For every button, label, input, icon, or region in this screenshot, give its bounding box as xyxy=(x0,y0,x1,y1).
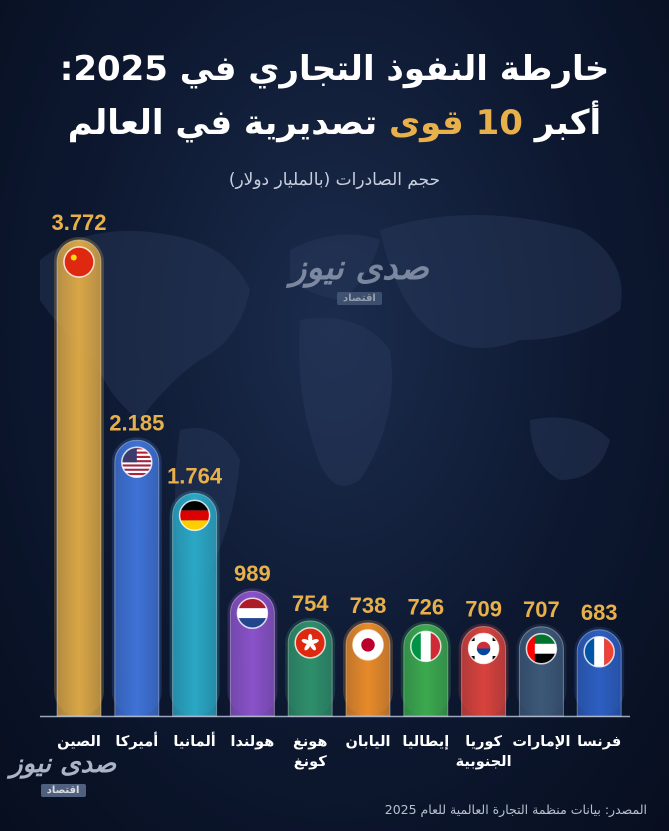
value-label: 1.764 xyxy=(167,463,223,488)
bar-group: 683 فرنسا xyxy=(574,600,625,750)
usa-flag-icon xyxy=(121,446,153,479)
watermark-logo: صدى نيوز اقتصاد xyxy=(290,250,429,305)
bar-group: 738 اليابان xyxy=(343,593,393,750)
bar xyxy=(172,492,218,717)
title-line-1: خارطة النفوذ التجاري في 2025: xyxy=(59,49,610,89)
value-label: 989 xyxy=(234,561,271,586)
value-label: 754 xyxy=(292,591,329,616)
bar-group: 707 الإمارات xyxy=(512,597,570,750)
category-label: هولندا xyxy=(230,734,274,750)
value-label: 683 xyxy=(581,600,618,625)
source-note: المصدر: بيانات منظمة التجارة العالمية لل… xyxy=(384,802,647,817)
watermark-text: صدى نيوز xyxy=(290,248,429,288)
bar-group: 1.764 ألمانيا xyxy=(167,463,223,750)
category-label: الجنوبية xyxy=(456,754,512,770)
value-label: 2.185 xyxy=(109,410,164,435)
category-label: ألمانيا xyxy=(173,732,215,750)
category-label: الإمارات xyxy=(512,734,570,750)
value-label: 3.772 xyxy=(51,210,106,235)
bar-group: 754 هونغ كونغ xyxy=(285,591,336,770)
category-label: اليابان xyxy=(345,734,390,750)
bar-group: 989 هولندا xyxy=(227,561,278,750)
italy-flag-icon xyxy=(410,630,442,663)
category-label: هونغ xyxy=(293,734,328,750)
chart-title: خارطة النفوذ التجاري في 2025: أكبر 10 قو… xyxy=(0,42,669,150)
uae-flag-icon xyxy=(525,633,558,665)
value-label: 709 xyxy=(465,597,502,622)
corner-logo: صدى نيوز اقتصاد xyxy=(10,750,116,797)
bar-group: 726 إيطاليا xyxy=(400,594,451,750)
south-korea-flag-icon xyxy=(467,632,500,665)
value-label: 738 xyxy=(350,593,387,618)
category-label: فرنسا xyxy=(577,734,621,750)
value-label: 707 xyxy=(523,597,560,622)
corner-logo-subtext: اقتصاد xyxy=(40,784,86,797)
title-line-2-highlight: 10 قوى xyxy=(388,103,523,143)
bar xyxy=(114,439,160,717)
hong-kong-flag-icon xyxy=(294,627,326,659)
category-label: إيطاليا xyxy=(402,734,449,750)
category-label: كوريا xyxy=(465,734,502,750)
bar-group: 2.185 أميركا xyxy=(109,410,164,750)
germany-flag-icon xyxy=(178,499,211,532)
category-label: كونغ xyxy=(294,754,327,770)
chart-subtitle: حجم الصادرات (بالمليار دولار) xyxy=(228,170,441,190)
title-line-2-start: أكبر xyxy=(534,103,602,143)
title-line-2: أكبر 10 قوى تصديرية في العالم xyxy=(0,96,669,150)
corner-logo-text: صدى نيوز xyxy=(10,749,117,779)
japan-flag-icon xyxy=(352,629,384,661)
france-flag-icon xyxy=(583,636,615,668)
title-line-2-end: تصديرية في العالم xyxy=(67,103,378,143)
category-label: أميركا xyxy=(115,732,158,750)
value-label: 726 xyxy=(407,594,444,619)
watermark-subtext: اقتصاد xyxy=(337,292,382,305)
netherlands-flag-icon xyxy=(236,597,269,629)
category-label: الصين xyxy=(57,734,101,750)
bar-group: 709 كوريا الجنوبية xyxy=(456,597,512,770)
bar xyxy=(56,239,102,717)
bar-group: 3.772 الصين xyxy=(51,210,106,750)
china-flag-icon xyxy=(63,246,95,278)
